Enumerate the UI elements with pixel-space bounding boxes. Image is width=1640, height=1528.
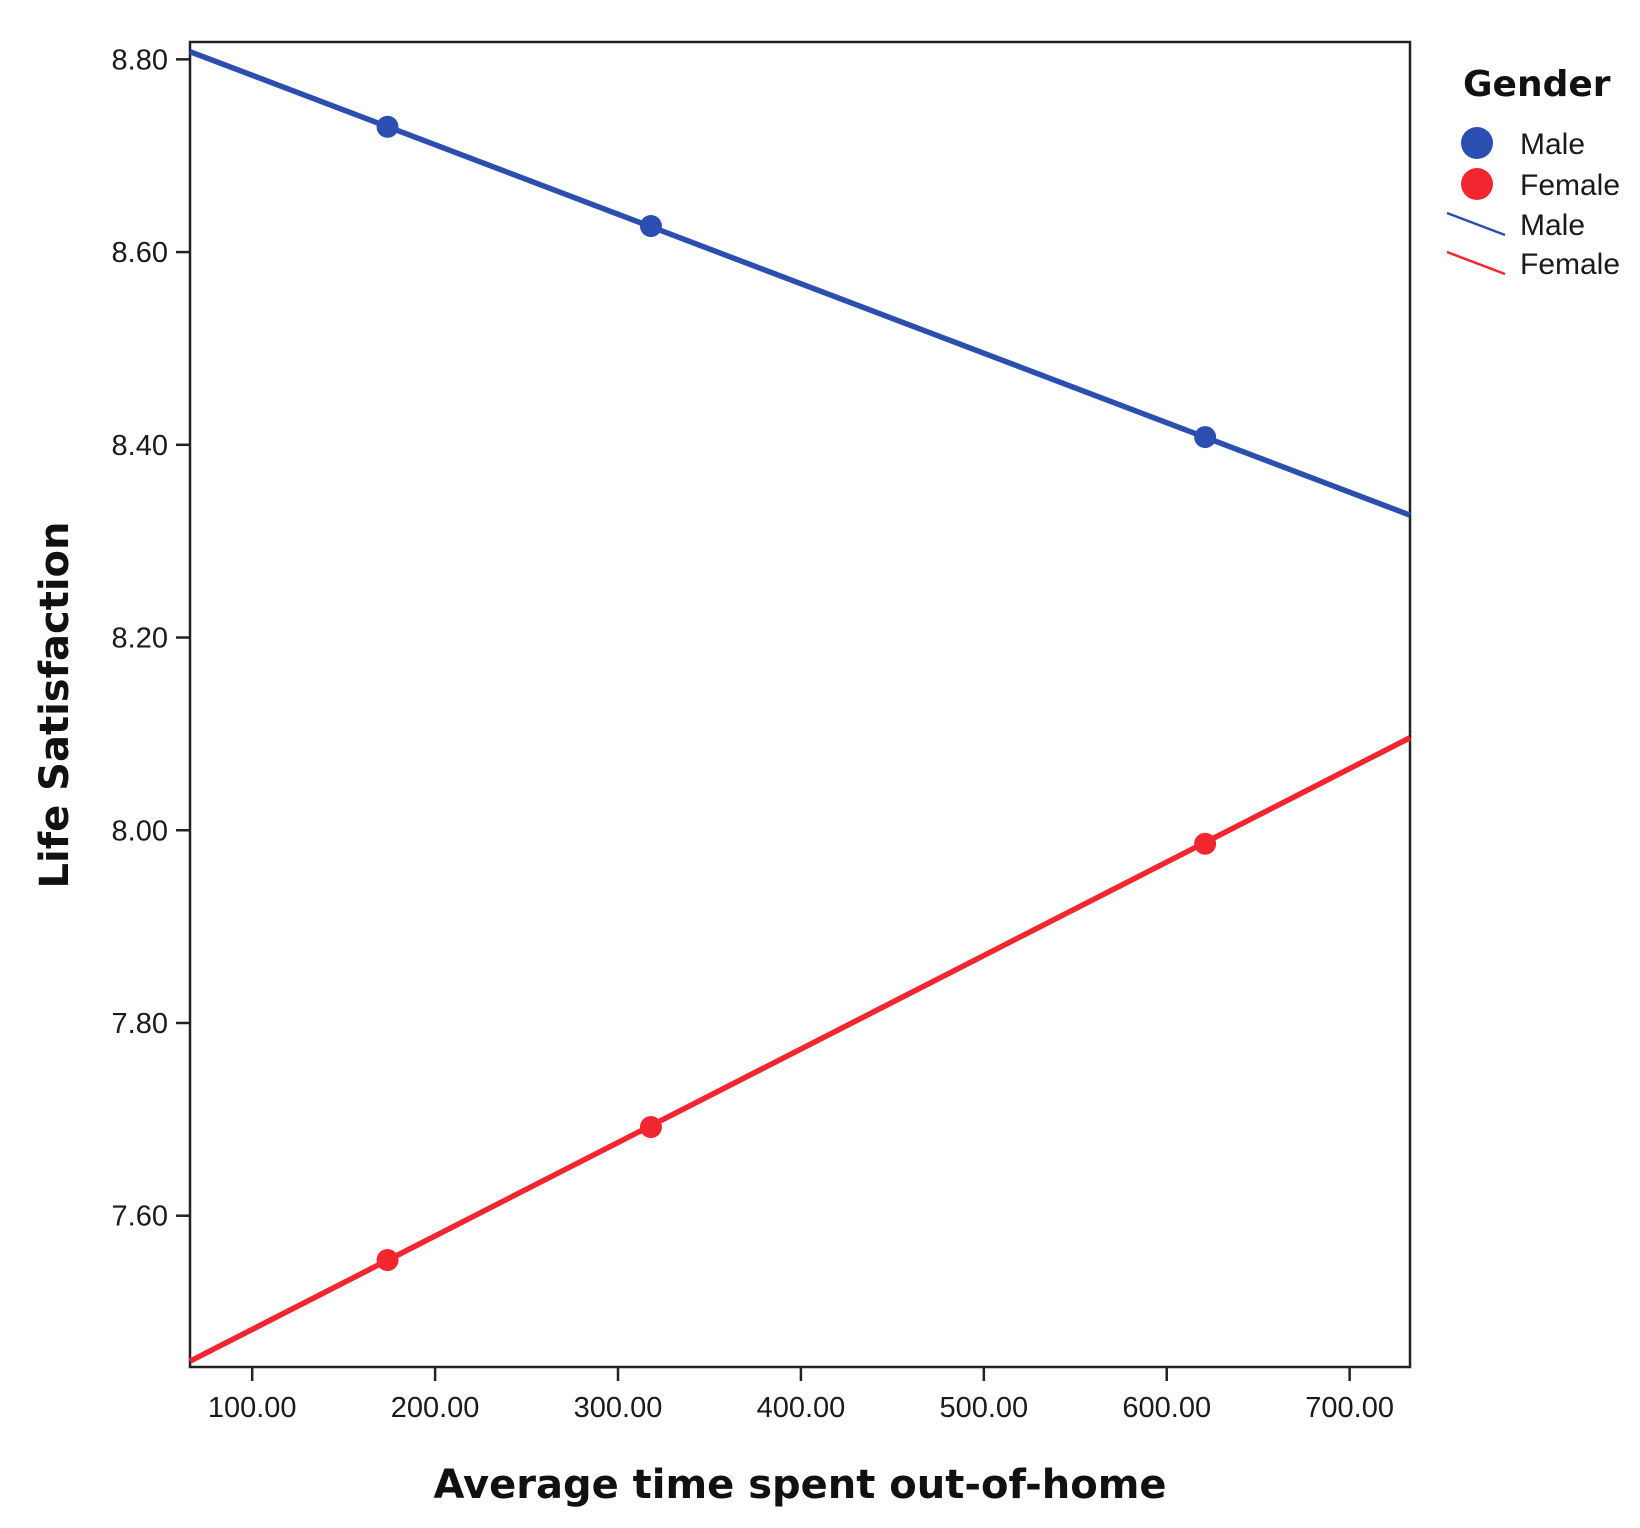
legend-line-male: [1446, 211, 1506, 237]
data-point-female: [376, 1249, 399, 1272]
plot-area: [188, 49, 1412, 1364]
legend-label: Female: [1520, 248, 1620, 281]
data-point-female: [639, 1116, 662, 1139]
legend-label: Male: [1520, 209, 1585, 242]
x-tick-label: 300.00: [574, 1392, 663, 1424]
legend-marker-female: [1461, 168, 1493, 200]
x-tick-label: 600.00: [1122, 1392, 1211, 1424]
data-point-female: [1194, 832, 1217, 855]
fit-line-male: [189, 49, 1411, 518]
fit-line-female: [188, 735, 1412, 1364]
x-axis: 100.00 200.00 300.00 400.00 500.00 600.00 700.…: [208, 1367, 1394, 1424]
legend-title: Gender: [1463, 64, 1611, 105]
x-tick-label: 100.00: [208, 1392, 297, 1424]
legend-line-female: [1446, 250, 1506, 276]
legend: Gender Male Female Male Female: [1446, 64, 1620, 281]
x-tick-label: 500.00: [939, 1392, 1028, 1424]
y-tick-label: 8.80: [112, 44, 168, 76]
y-tick-label: 8.60: [112, 237, 168, 269]
y-tick-label: 7.60: [112, 1201, 168, 1233]
legend-label: Female: [1520, 169, 1620, 202]
legend-label: Male: [1520, 128, 1585, 161]
y-tick-label: 8.20: [112, 623, 168, 655]
x-tick-label: 200.00: [391, 1392, 480, 1424]
data-point-male: [1194, 426, 1217, 449]
plot-frame: [188, 40, 1412, 1369]
data-point-male: [376, 115, 399, 138]
y-tick-label: 7.80: [112, 1008, 168, 1040]
data-point-male: [639, 215, 662, 238]
y-tick-label: 8.00: [112, 815, 168, 847]
y-tick-label: 8.40: [112, 430, 168, 462]
y-axis-title: Life Satisfaction: [32, 522, 78, 889]
x-tick-label: 700.00: [1305, 1392, 1394, 1424]
legend-marker-male: [1461, 127, 1493, 159]
x-axis-title: Average time spent out-of-home: [433, 1462, 1166, 1508]
y-axis: 7.60 7.80 8.00 8.20 8.40 8.60 8.80: [112, 44, 190, 1233]
x-tick-label: 400.00: [757, 1392, 846, 1424]
